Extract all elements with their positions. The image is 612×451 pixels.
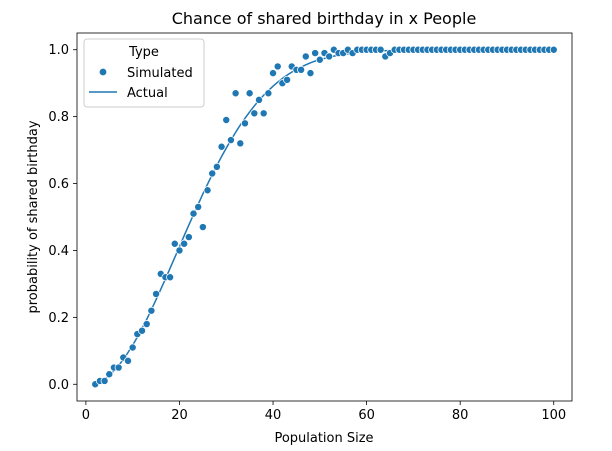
legend-box (83, 38, 205, 108)
plot-area (91, 45, 558, 389)
y-tick-label: 0.6 (48, 177, 69, 192)
simulated-point (315, 55, 324, 64)
x-axis-label: Population Size (274, 431, 373, 446)
simulated-point (240, 119, 249, 128)
simulated-point (170, 239, 179, 248)
y-axis-ticks: 0.0 0.2 0.4 0.6 0.8 1.0 (48, 43, 77, 393)
simulated-point (231, 89, 240, 98)
x-axis-ticks: 0 20 40 60 80 100 (82, 401, 566, 423)
simulated-point (306, 69, 315, 78)
simulated-point (124, 356, 132, 365)
x-tick-label: 20 (171, 408, 188, 423)
y-tick-label: 0.4 (48, 244, 69, 259)
simulated-point (152, 289, 161, 298)
x-tick-label: 60 (358, 408, 375, 423)
simulated-point (194, 202, 203, 211)
simulated-point (217, 142, 226, 151)
simulated-point (273, 62, 282, 71)
simulated-point (222, 116, 231, 124)
simulated-point (138, 326, 147, 335)
simulated-point (376, 45, 385, 54)
simulated-point (203, 186, 212, 195)
simulated-point (180, 239, 189, 248)
simulated-point (198, 223, 207, 232)
simulated-point (147, 306, 156, 315)
simulated-point (255, 95, 263, 104)
simulated-point (105, 370, 114, 379)
simulated-point (259, 109, 268, 118)
simulated-point (166, 273, 175, 282)
x-tick-label: 80 (452, 408, 469, 423)
chart-title: Chance of shared birthday in x People (172, 9, 477, 28)
simulated-point (142, 320, 151, 329)
simulated-point (301, 52, 310, 61)
simulated-point (128, 343, 137, 352)
simulated-point (189, 209, 198, 218)
simulated-point (264, 89, 273, 98)
legend-actual-label: Actual (127, 86, 168, 101)
simulated-point (208, 169, 217, 178)
simulated-point (100, 376, 109, 385)
x-tick-label: 100 (541, 408, 566, 423)
axes-frame (76, 32, 573, 402)
simulated-point (226, 136, 235, 145)
simulated-point (325, 52, 334, 61)
x-tick-label: 0 (82, 408, 90, 423)
simulated-point (175, 246, 184, 255)
x-tick-label: 40 (265, 408, 282, 423)
y-tick-label: 1.0 (48, 43, 69, 58)
simulated-point (212, 162, 221, 171)
y-tick-label: 0.8 (48, 110, 69, 125)
legend: Type Simulated Actual (83, 38, 205, 108)
simulated-point (236, 139, 245, 148)
simulated-point (245, 89, 254, 98)
legend-title: Type (128, 45, 159, 60)
simulated-point (250, 109, 259, 118)
legend-simulated-label: Simulated (127, 66, 193, 81)
simulated-point (549, 45, 558, 54)
y-tick-label: 0.2 (48, 311, 69, 326)
simulated-point (283, 75, 292, 84)
simulated-point (114, 363, 123, 372)
simulated-point (297, 65, 306, 74)
y-axis-label: probability of shared birthday (26, 120, 41, 313)
simulated-point (184, 233, 193, 242)
y-tick-label: 0.0 (48, 378, 69, 393)
legend-simulated-marker (98, 67, 108, 77)
simulated-point (311, 49, 320, 58)
simulated-point (269, 69, 278, 78)
